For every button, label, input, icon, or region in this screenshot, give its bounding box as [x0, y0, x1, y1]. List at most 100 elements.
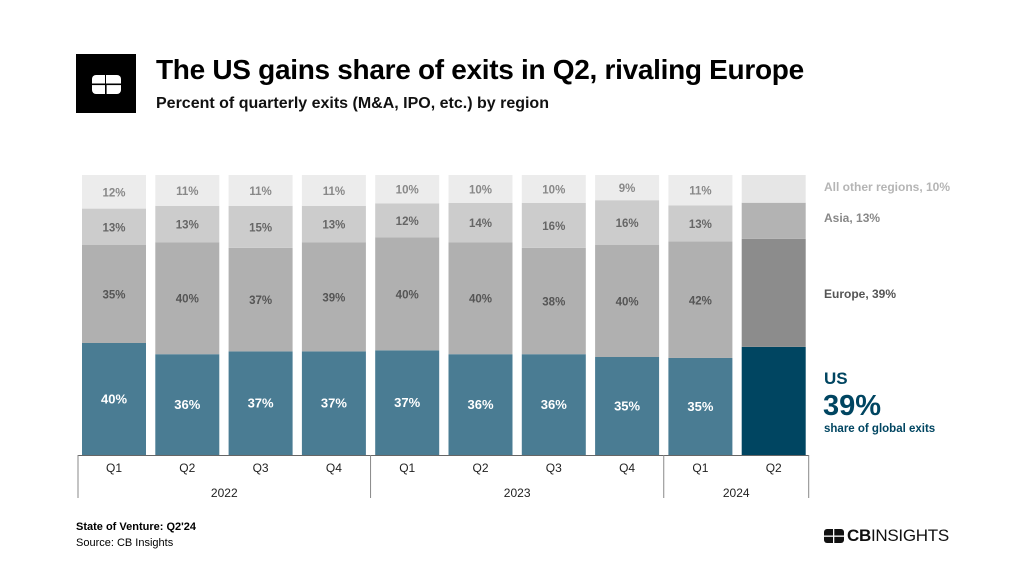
- legend-us-name: US: [824, 369, 848, 388]
- bar-segment-europe: [228, 247, 293, 352]
- page-title: The US gains share of exits in Q2, rival…: [156, 54, 804, 85]
- data-label-asia: 15%: [249, 222, 272, 234]
- data-label-other: 11%: [689, 186, 711, 198]
- bar-segment-us: [521, 354, 586, 455]
- bar-segment-europe: [82, 245, 146, 343]
- bar-segment-asia: [448, 203, 513, 243]
- bar-segment-europe: [375, 237, 440, 351]
- bar-segment-other: [375, 175, 440, 204]
- data-label-europe: 37%: [249, 295, 272, 307]
- data-label-europe: 35%: [102, 290, 125, 302]
- legend-us-caption: share of global exits: [824, 423, 935, 435]
- data-label-asia: 14%: [469, 218, 492, 230]
- bar-segment-other: [448, 175, 513, 203]
- bar-segment-asia: [82, 208, 146, 245]
- data-label-us: 37%: [321, 396, 347, 411]
- bar-segment-us: [82, 343, 146, 455]
- data-label-asia: 13%: [322, 220, 345, 232]
- bar-segment-asia: [301, 205, 366, 243]
- data-label-us: 37%: [394, 395, 420, 410]
- bar-segment-asia: [155, 205, 220, 243]
- bar-segment-other: [521, 175, 586, 203]
- bar-segment-europe: [301, 242, 366, 352]
- bar-segment-asia: [668, 205, 733, 242]
- x-tick-label: Q1: [106, 461, 122, 475]
- bar-segment-us: [595, 357, 660, 455]
- data-label-europe: 40%: [469, 294, 492, 306]
- data-label-asia: 13%: [176, 220, 199, 232]
- x-tick-label: Q2: [766, 461, 782, 475]
- bar-segment-europe: [155, 242, 220, 355]
- cb-brand-icon: [824, 529, 844, 543]
- year-label: 2023: [504, 486, 531, 500]
- data-label-us: 40%: [101, 392, 127, 407]
- bar-segment-other: [228, 175, 293, 206]
- x-tick-label: Q2: [179, 461, 195, 475]
- data-label-europe: 42%: [689, 295, 712, 307]
- data-label-other: 10%: [542, 185, 565, 197]
- legend-other: All other regions, 10%: [824, 180, 950, 194]
- x-tick-label: Q4: [619, 461, 635, 475]
- x-tick-label: Q3: [253, 461, 269, 475]
- data-label-us: 36%: [541, 397, 567, 412]
- bar-segment-us: [448, 354, 513, 455]
- bar-segment-asia: [595, 200, 660, 245]
- data-label-other: 10%: [469, 185, 492, 197]
- bar-segment-europe: [668, 241, 733, 358]
- bar-segment-asia: [741, 202, 806, 239]
- bar-segment-us: [228, 351, 293, 455]
- data-label-us: 36%: [467, 397, 493, 412]
- data-label-other: 11%: [176, 186, 198, 198]
- data-label-europe: 40%: [396, 289, 419, 301]
- data-label-us: 35%: [687, 399, 713, 414]
- brand-wordmark: CBINSIGHTS: [847, 526, 949, 545]
- data-label-europe: 39%: [322, 292, 345, 304]
- x-tick-label: Q3: [546, 461, 562, 475]
- bar-segment-other: [741, 175, 806, 203]
- x-tick-label: Q4: [326, 461, 342, 475]
- bar-segment-other: [155, 175, 220, 206]
- data-label-us: 35%: [614, 399, 640, 414]
- data-label-other: 12%: [102, 187, 125, 199]
- year-label: 2022: [211, 486, 238, 500]
- data-label-asia: 13%: [102, 222, 125, 234]
- bar-segment-europe: [448, 242, 513, 355]
- bar-segment-other: [668, 175, 733, 206]
- data-label-other: 11%: [323, 186, 345, 198]
- bar-segment-us: [741, 346, 806, 455]
- bar-segment-us: [301, 351, 366, 455]
- page-subtitle: Percent of quarterly exits (M&A, IPO, et…: [156, 95, 549, 112]
- data-label-europe: 40%: [176, 294, 199, 306]
- data-label-asia: 16%: [616, 218, 639, 230]
- bar-segment-europe: [741, 238, 806, 347]
- data-label-asia: 12%: [396, 216, 419, 228]
- x-tick-label: Q1: [692, 461, 708, 475]
- bar-segment-europe: [521, 247, 586, 355]
- data-label-asia: 13%: [689, 219, 712, 231]
- cb-insights-brand: CBINSIGHTS: [824, 526, 949, 546]
- data-label-us: 37%: [248, 396, 274, 411]
- report-name: State of Venture: Q2'24: [76, 521, 196, 533]
- data-label-other: 9%: [619, 183, 636, 195]
- bar-segment-asia: [375, 203, 440, 238]
- bar-segment-us: [668, 357, 733, 455]
- data-label-us: 36%: [174, 397, 200, 412]
- source-note: Source: CB Insights: [76, 537, 174, 549]
- legend-asia: Asia, 13%: [824, 211, 880, 225]
- data-label-europe: 38%: [542, 297, 565, 309]
- bar-segment-asia: [521, 203, 586, 248]
- bar-segment-us: [155, 354, 220, 455]
- x-tick-label: Q1: [399, 461, 415, 475]
- bar-segment-europe: [595, 245, 660, 357]
- bar-segment-other: [595, 175, 660, 201]
- bar-segment-other: [82, 175, 146, 209]
- data-label-europe: 40%: [616, 297, 639, 309]
- data-label-asia: 16%: [542, 221, 565, 233]
- data-label-other: 10%: [396, 185, 419, 197]
- x-tick-label: Q2: [472, 461, 488, 475]
- legend-europe: Europe, 39%: [824, 287, 896, 301]
- bar-segment-asia: [228, 205, 293, 248]
- cb-logo-icon: [76, 54, 136, 113]
